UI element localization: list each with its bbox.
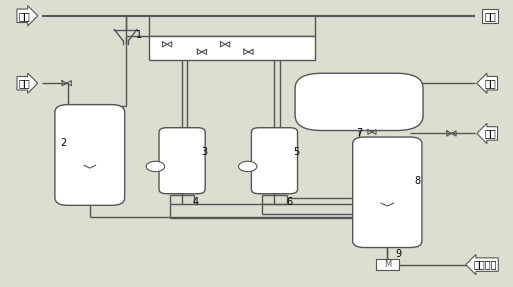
FancyBboxPatch shape [55, 105, 125, 205]
Text: 放空: 放空 [484, 11, 496, 21]
Bar [149, 36, 315, 60]
FancyBboxPatch shape [159, 128, 205, 194]
Bar [376, 259, 399, 270]
Text: M: M [384, 260, 391, 269]
Text: 8: 8 [415, 176, 421, 186]
FancyBboxPatch shape [353, 137, 422, 247]
Circle shape [239, 161, 257, 172]
FancyBboxPatch shape [295, 73, 423, 131]
Text: 3: 3 [201, 147, 207, 157]
Text: 5: 5 [293, 147, 300, 157]
FancyBboxPatch shape [251, 128, 298, 194]
Text: 氢气: 氢气 [484, 78, 496, 88]
Text: 4: 4 [192, 197, 199, 207]
Text: 1: 1 [136, 30, 142, 40]
Text: 9: 9 [395, 249, 401, 259]
Text: 己烷: 己烷 [19, 78, 30, 88]
Text: 2: 2 [61, 139, 67, 148]
Circle shape [146, 161, 165, 172]
Text: 氢气: 氢气 [484, 129, 496, 138]
Text: 去聚合釜: 去聚合釜 [473, 260, 497, 269]
Text: 6: 6 [286, 197, 292, 207]
Text: 7: 7 [357, 129, 363, 138]
Text: 氮气: 氮气 [19, 11, 30, 21]
